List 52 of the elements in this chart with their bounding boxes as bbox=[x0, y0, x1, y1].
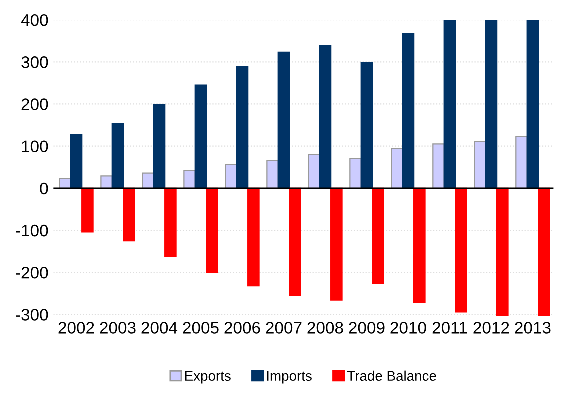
bar bbox=[538, 188, 550, 316]
bar bbox=[236, 66, 249, 189]
bar bbox=[330, 188, 343, 301]
bar bbox=[372, 188, 384, 284]
bar bbox=[360, 62, 374, 189]
x-tick-label: 2009 bbox=[349, 322, 385, 334]
bar bbox=[112, 123, 124, 189]
bar bbox=[474, 141, 486, 189]
x-tick-label: 2007 bbox=[266, 322, 302, 334]
y-tick-label: 0 bbox=[40, 182, 48, 195]
bar bbox=[319, 45, 332, 189]
bar bbox=[123, 188, 136, 242]
y-tick-label: 200 bbox=[22, 98, 48, 110]
bar bbox=[82, 188, 94, 233]
bar bbox=[248, 188, 260, 287]
bar bbox=[70, 134, 83, 189]
y-tick-label: -200 bbox=[16, 266, 48, 279]
bar bbox=[526, 20, 540, 189]
bar bbox=[402, 32, 415, 189]
y-tick-label: 100 bbox=[22, 140, 48, 153]
x-tick-label: 2012 bbox=[474, 322, 510, 334]
bar bbox=[289, 188, 302, 296]
y-tick-label: 400 bbox=[21, 14, 48, 26]
bar bbox=[391, 148, 404, 189]
bar bbox=[444, 20, 456, 189]
x-tick-label: 2013 bbox=[515, 322, 551, 334]
bar bbox=[164, 188, 177, 258]
x-tick-label: 2005 bbox=[183, 322, 219, 334]
x-tick-label: 2011 bbox=[432, 322, 468, 334]
bar bbox=[455, 188, 468, 313]
legend-label: Trade Balance bbox=[347, 370, 436, 382]
legend-label: Exports bbox=[185, 371, 231, 384]
x-tick-label: 2003 bbox=[100, 322, 136, 334]
y-tick-label: -100 bbox=[16, 224, 48, 237]
bar bbox=[432, 144, 445, 189]
bar bbox=[496, 188, 509, 316]
bar bbox=[414, 188, 426, 304]
bar bbox=[485, 20, 498, 189]
bar bbox=[516, 136, 528, 189]
y-tick-label: -300 bbox=[16, 309, 48, 321]
y-tick-label: 300 bbox=[22, 56, 48, 68]
bar bbox=[308, 154, 320, 189]
bar bbox=[278, 52, 290, 189]
x-tick-label: 2010 bbox=[390, 322, 426, 334]
bar bbox=[153, 104, 166, 189]
x-tick-label: 2006 bbox=[224, 322, 260, 334]
x-tick-label: 2004 bbox=[142, 322, 178, 334]
bar bbox=[194, 84, 208, 189]
x-tick-label: 2002 bbox=[58, 322, 94, 334]
legend-label: Imports bbox=[267, 371, 312, 384]
x-tick-label: 2008 bbox=[308, 322, 344, 334]
bar bbox=[206, 188, 218, 274]
